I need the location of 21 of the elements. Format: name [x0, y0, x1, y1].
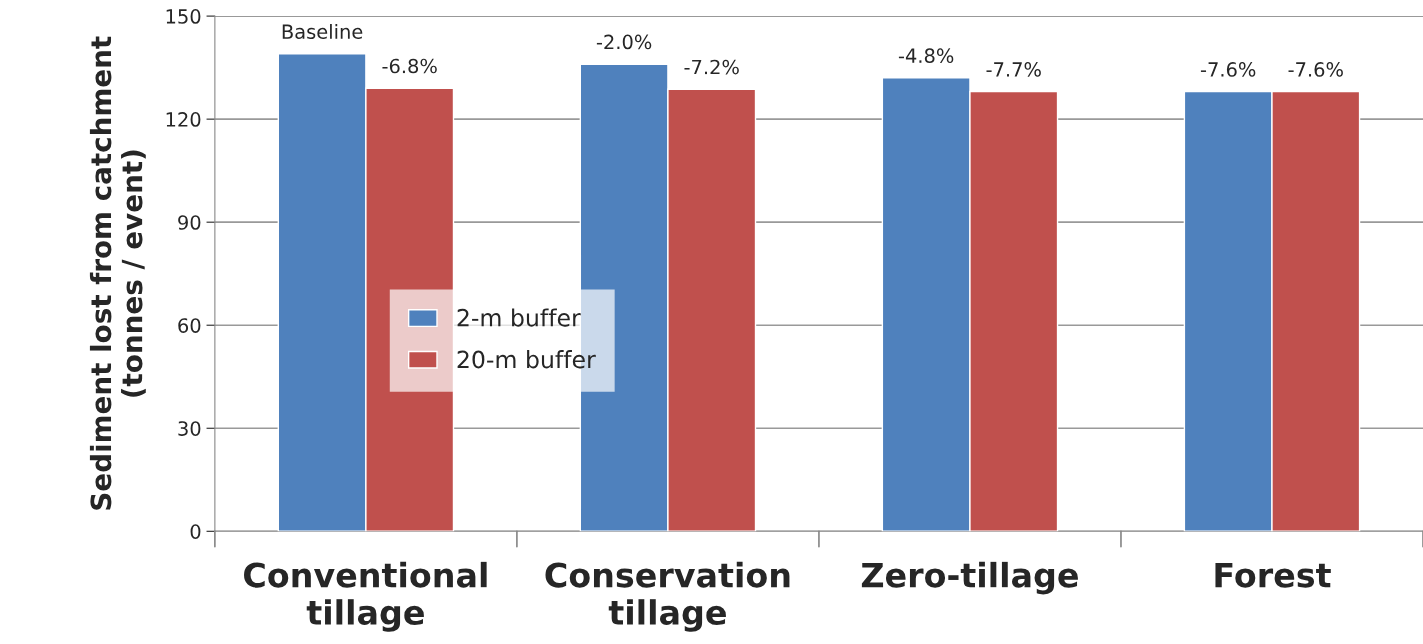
annotation: Baseline — [282, 23, 363, 39]
x-tick-label: Conservation tillage — [545, 561, 790, 632]
x-tick-label: Zero-tillage — [861, 561, 1078, 595]
annotation: -7.6% — [1288, 62, 1343, 77]
annotation: -6.8% — [382, 58, 437, 74]
y-tick-label: 0 — [190, 524, 201, 539]
annotation: -7.6% — [1200, 62, 1256, 77]
legend-label: 2-m buffer — [457, 308, 581, 327]
annotation: -2.0% — [596, 34, 652, 50]
y-tick-label: 60 — [178, 318, 201, 333]
y-axis-title: Sediment lost from catchment (tonnes / event) — [89, 36, 146, 510]
y-tick-label: 120 — [166, 112, 201, 127]
legend-label: 20-m buffer — [457, 350, 596, 369]
y-tick-label: 150 — [166, 9, 201, 24]
annotation: -7.2% — [684, 59, 739, 75]
annotation: -4.8% — [898, 48, 954, 64]
x-tick-label: Forest — [1215, 562, 1331, 588]
x-tick-label: Conventional tillage — [244, 561, 487, 632]
y-tick-label: 90 — [178, 215, 201, 230]
y-tick-label: 30 — [178, 421, 201, 436]
annotation: -7.7% — [986, 62, 1041, 77]
